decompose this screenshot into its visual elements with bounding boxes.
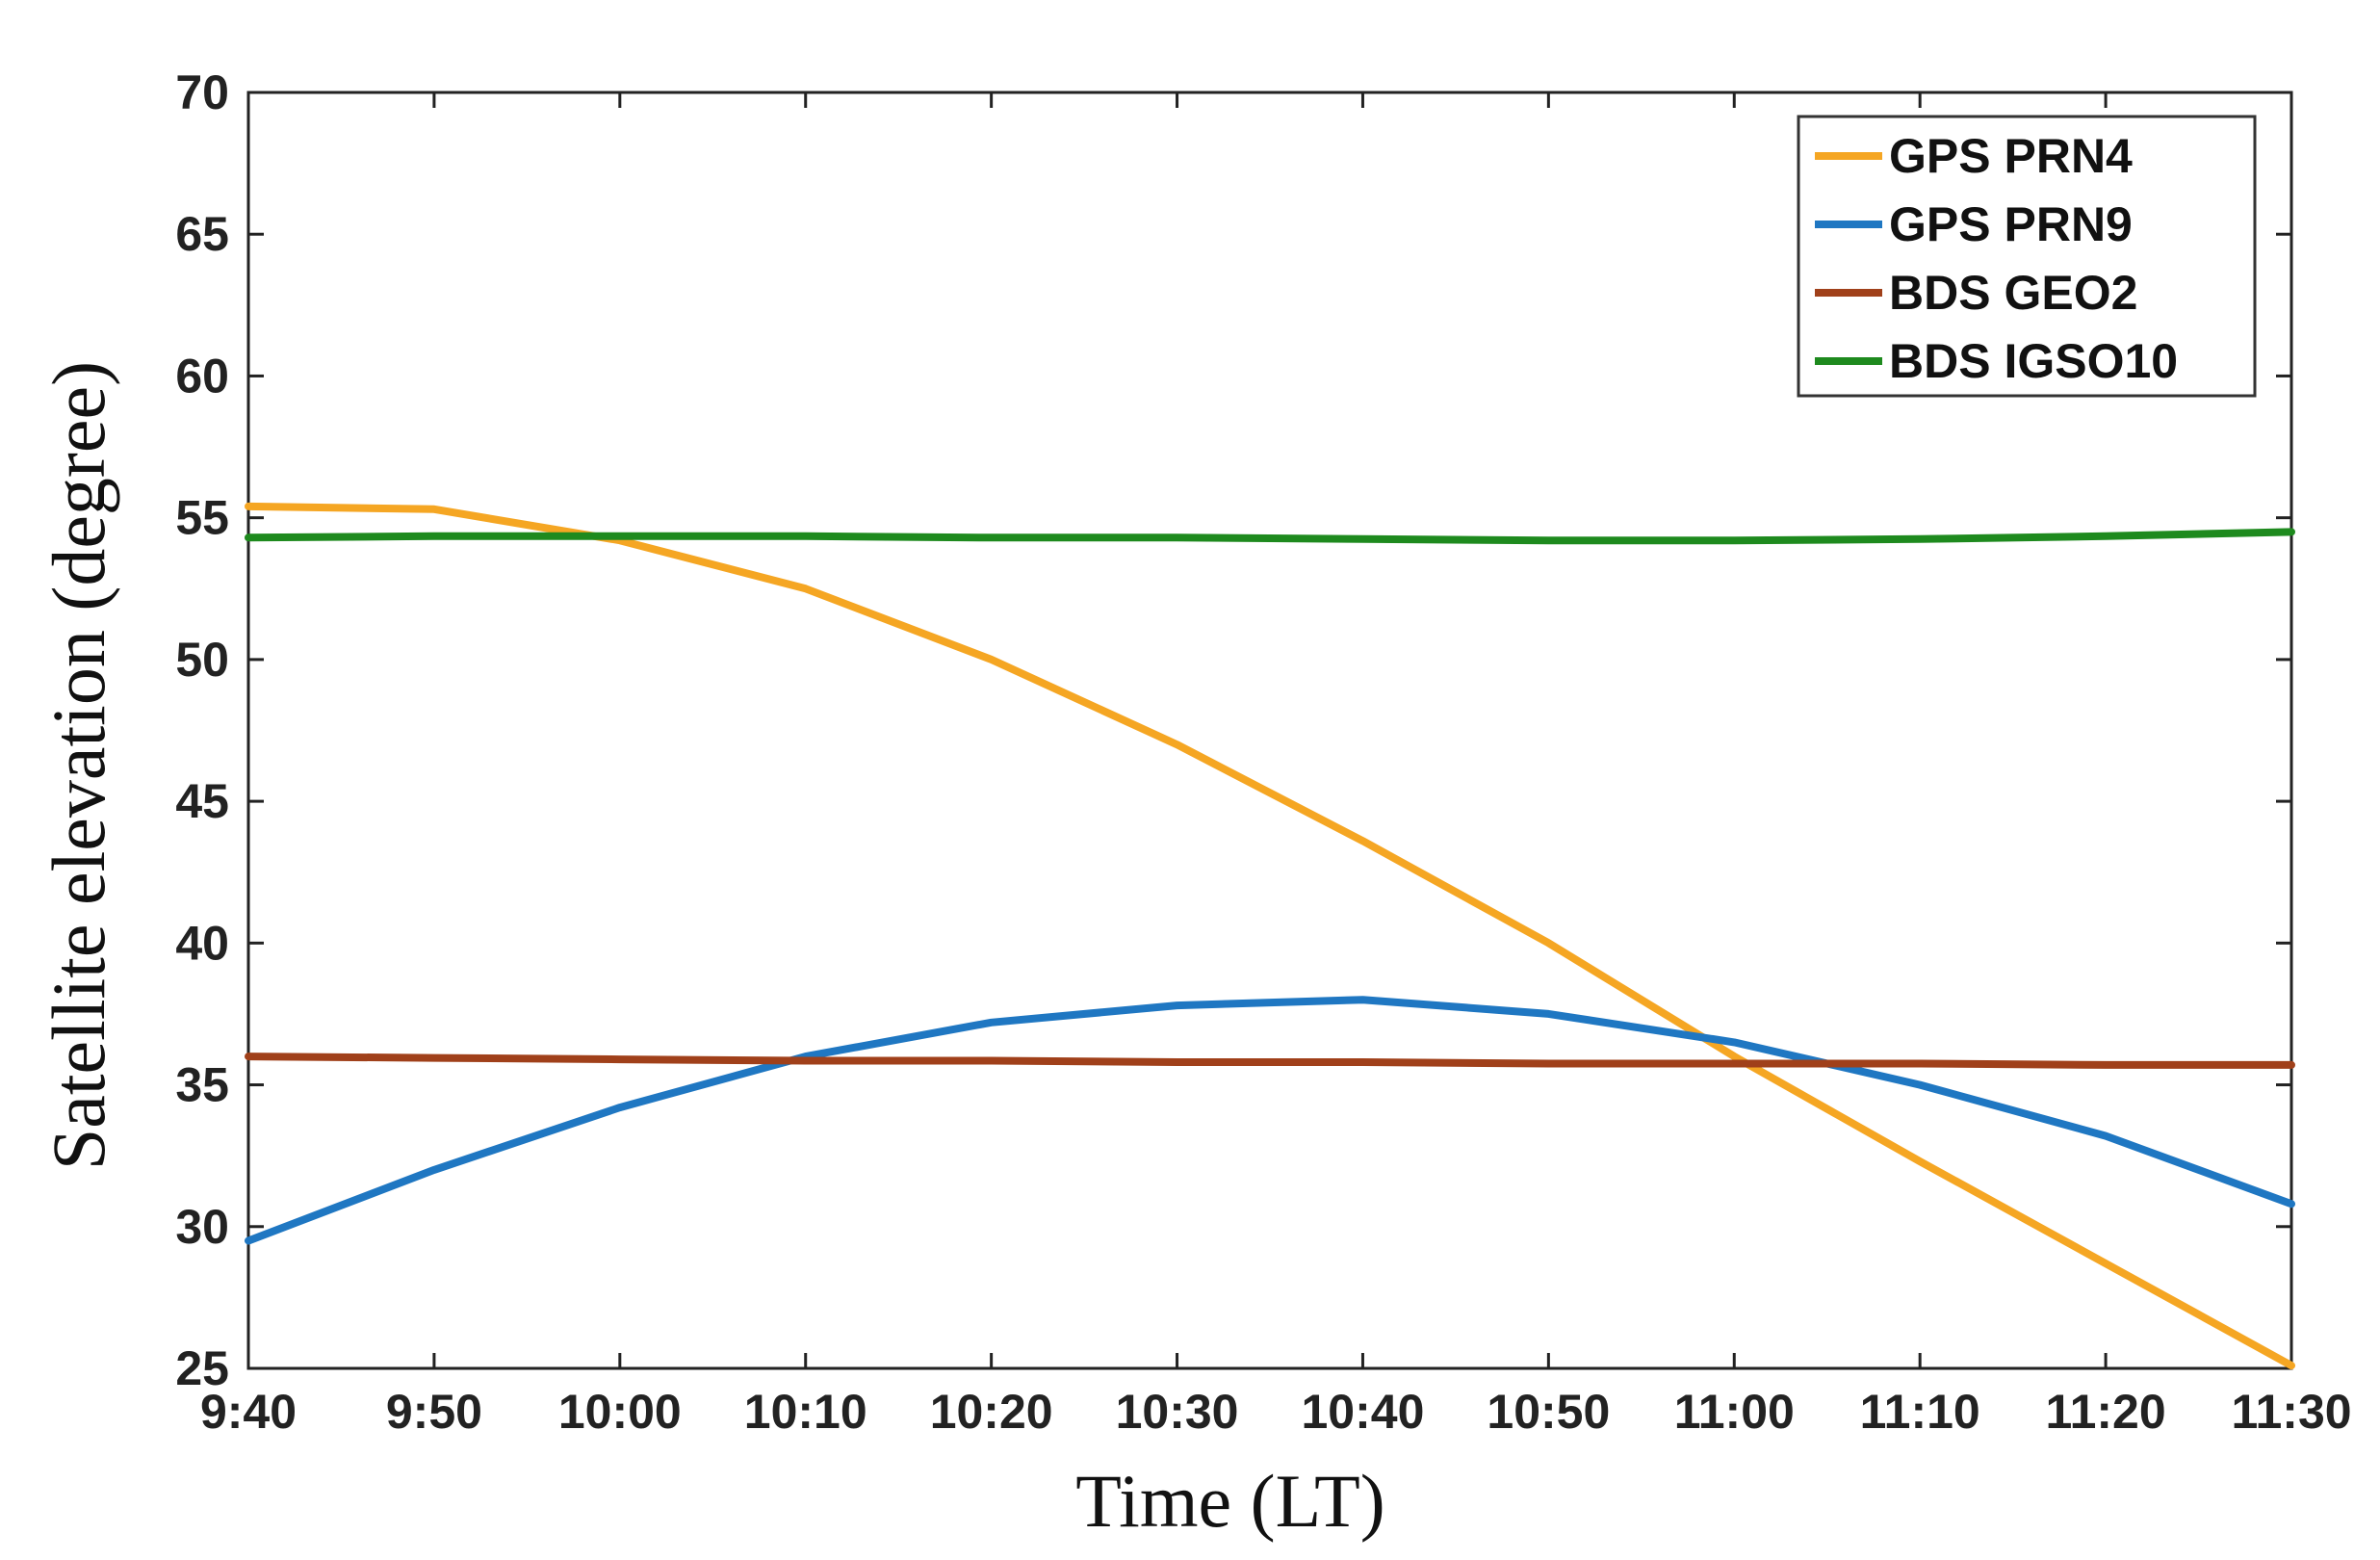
x-tick-label: 10:10: [744, 1385, 867, 1439]
legend-label: BDS GEO2: [1889, 266, 2137, 320]
y-tick-label: 45: [175, 774, 229, 828]
y-tick-label: 65: [175, 207, 229, 261]
y-tick-label: 50: [175, 633, 229, 687]
legend: GPS PRN4 GPS PRN9 BDS GEO2 BDS IGSO10: [1797, 115, 2257, 398]
x-tick-label: 10:30: [1116, 1385, 1239, 1439]
x-tick-label: 10:50: [1487, 1385, 1610, 1439]
y-tick-label: 60: [175, 349, 229, 403]
y-tick-label: 40: [175, 916, 229, 970]
axis-ticks: 9:40 9:50 10:00 10:10 10:20 10:30 10:40 10:50 11…: [175, 65, 2351, 1439]
legend-label: GPS PRN4: [1889, 129, 2133, 183]
series-lines: [245, 502, 2295, 1370]
series-line-bds-igso10: [245, 528, 2295, 545]
series-line-gps-prn9: [245, 996, 2295, 1245]
y-tick-label: 25: [175, 1341, 229, 1395]
y-tick-label: 55: [175, 491, 229, 545]
x-tick-label: 10:00: [558, 1385, 682, 1439]
y-tick-label: 30: [175, 1200, 229, 1254]
legend-label: BDS IGSO10: [1889, 334, 2178, 388]
y-tick-label: 70: [175, 65, 229, 119]
x-tick-label: 10:20: [930, 1385, 1053, 1439]
x-tick-label: 10:40: [1302, 1385, 1425, 1439]
legend-box: [1797, 115, 2257, 398]
x-tick-label: 9:50: [386, 1385, 482, 1439]
y-axis-title: Satellite elevation (degree): [37, 361, 120, 1170]
y-tick-label: 35: [175, 1058, 229, 1112]
x-axis-title: Time (LT): [1075, 1459, 1384, 1543]
series-line-bds-geo2: [245, 1053, 2295, 1069]
legend-label: GPS PRN9: [1889, 197, 2133, 251]
x-tick-label: 11:00: [1674, 1385, 1795, 1439]
x-tick-label: 11:20: [2046, 1385, 2166, 1439]
x-tick-label: 11:30: [2231, 1385, 2351, 1439]
x-tick-label: 11:10: [1860, 1385, 1980, 1439]
x-tick-label: 9:40: [200, 1385, 297, 1439]
